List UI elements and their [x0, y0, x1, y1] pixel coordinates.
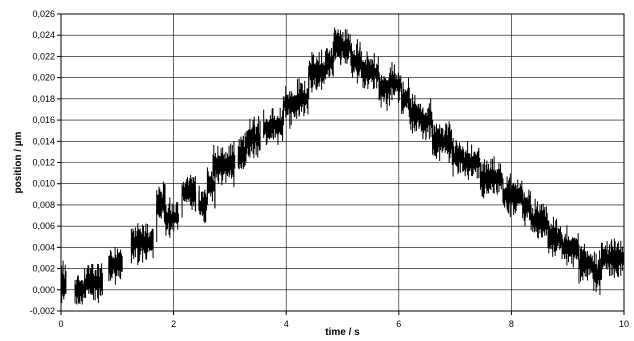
trace-segment — [212, 141, 236, 188]
trace-segment — [156, 181, 166, 223]
step-plateau — [389, 62, 402, 103]
x-axis-ticks: 0 2 4 6 8 10 — [58, 311, 629, 329]
y-tick-label: 0,002 — [32, 264, 55, 274]
step-plateau — [401, 77, 410, 118]
trace-segment — [296, 78, 309, 117]
trace-segment — [74, 268, 87, 305]
trace-segment — [130, 223, 154, 266]
trace-segment — [85, 263, 103, 303]
step-plateau — [246, 116, 261, 159]
y-tick-label: 0,010 — [32, 179, 55, 189]
trace-segment — [578, 243, 593, 284]
y-tick-label: 0,008 — [32, 200, 55, 210]
step-plateau — [296, 78, 309, 117]
trace-segment — [401, 77, 410, 118]
y-tick-label: 0,014 — [32, 136, 55, 146]
step-plateau — [212, 141, 236, 188]
y-tick-label: 0,024 — [32, 30, 55, 40]
x-axis-title: time / s — [325, 327, 360, 338]
trace-segment — [479, 156, 503, 199]
step-plateau — [74, 268, 87, 305]
y-tick-label: 0,018 — [32, 94, 55, 104]
step-plateau — [479, 156, 503, 199]
x-tick-label: 6 — [396, 319, 401, 329]
x-tick-label: 4 — [284, 319, 289, 329]
trace-segment — [409, 94, 422, 134]
trace-segment — [333, 27, 351, 66]
y-tick-label: 0,004 — [32, 242, 55, 252]
y-axis-title: position / µm — [13, 131, 24, 193]
y-tick-label: 0,026 — [32, 9, 55, 19]
trace-segment — [246, 116, 261, 159]
trace-segment — [432, 121, 452, 163]
step-plateau — [156, 181, 166, 223]
y-axis-ticks: -0,002 0,000 0,002 0,004 0,006 0,008 0,010 0,01… — [29, 9, 61, 316]
y-tick-label: 0,012 — [32, 158, 55, 168]
step-plateau — [271, 107, 284, 145]
trace-segment — [389, 62, 402, 103]
series-trace — [60, 27, 624, 305]
x-tick-label: 0 — [58, 319, 63, 329]
x-tick-label: 2 — [171, 319, 176, 329]
y-tick-label: 0,000 — [32, 285, 55, 295]
step-plateau — [263, 109, 272, 146]
step-plateau — [409, 94, 422, 134]
step-plateau — [578, 243, 593, 284]
x-tick-label: 8 — [509, 319, 514, 329]
y-tick-label: 0,020 — [32, 73, 55, 83]
y-tick-label: 0,022 — [32, 51, 55, 61]
trace-segment — [263, 109, 272, 146]
y-tick-label: -0,002 — [29, 306, 55, 316]
step-plateau — [420, 98, 433, 141]
y-tick-label: 0,006 — [32, 221, 55, 231]
x-tick-label: 10 — [619, 319, 629, 329]
step-plateau — [432, 121, 452, 163]
step-plateau — [130, 223, 154, 266]
trace-segment — [420, 98, 433, 141]
trace-segment — [271, 107, 284, 145]
step-plateau — [530, 198, 548, 239]
step-plateau — [85, 263, 103, 303]
step-plateau — [333, 27, 351, 66]
y-tick-label: 0,016 — [32, 115, 55, 125]
trace-segment — [530, 198, 548, 239]
